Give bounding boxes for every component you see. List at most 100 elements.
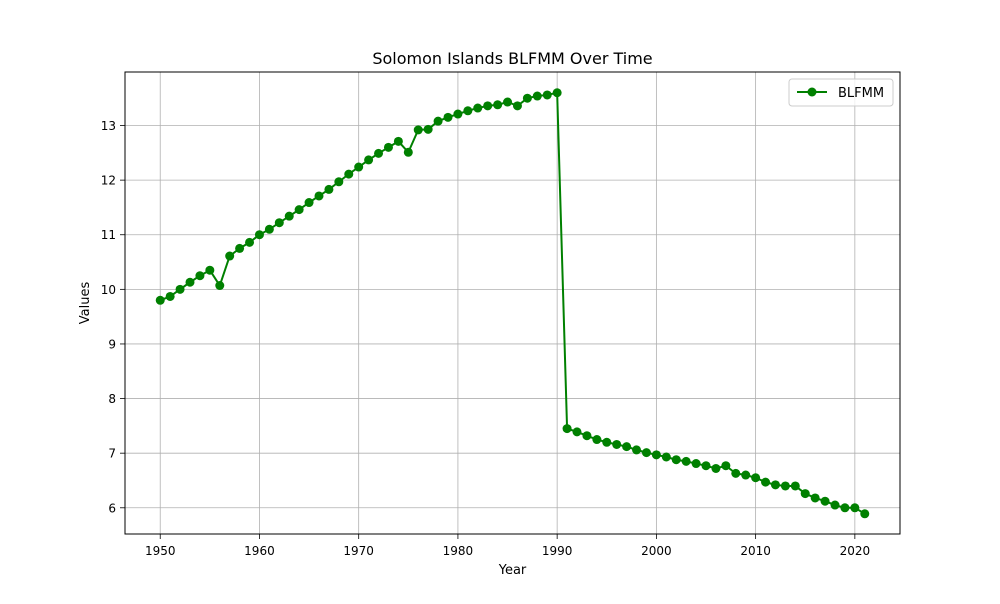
x-tick-label: 2010	[740, 544, 771, 558]
data-point	[185, 277, 195, 287]
data-point	[532, 91, 542, 101]
data-point	[820, 496, 830, 506]
data-point	[334, 177, 344, 187]
data-point	[165, 291, 175, 301]
y-tick-label: 6	[108, 501, 116, 515]
y-tick-label: 10	[101, 283, 116, 297]
x-tick-label: 1950	[145, 544, 176, 558]
data-point	[413, 125, 423, 135]
legend: BLFMM	[788, 78, 894, 107]
data-point	[512, 101, 522, 111]
data-point	[780, 481, 790, 491]
data-point	[314, 191, 324, 201]
data-point	[433, 116, 443, 126]
plot-area-frame	[124, 71, 901, 535]
y-tick-label: 8	[108, 392, 116, 406]
legend-label: BLFMM	[838, 86, 884, 101]
x-tick-label: 1990	[542, 544, 573, 558]
data-point	[503, 97, 513, 107]
data-point	[344, 169, 354, 179]
data-point	[383, 142, 393, 152]
data-point	[860, 509, 870, 519]
data-point	[463, 106, 473, 116]
data-point	[671, 455, 681, 465]
data-point	[324, 184, 334, 194]
x-tick-label: 1970	[343, 544, 374, 558]
chart-title: Solomon Islands BLFMM Over Time	[372, 49, 652, 68]
data-point	[711, 463, 721, 473]
data-point	[483, 101, 493, 111]
data-point	[790, 481, 800, 491]
y-tick-label: 11	[101, 228, 116, 242]
data-point	[175, 284, 185, 294]
legend-box	[788, 78, 894, 107]
grid	[125, 72, 900, 534]
y-tick-label: 7	[108, 447, 116, 461]
data-point	[245, 237, 255, 247]
data-point	[225, 251, 235, 261]
data-point	[840, 503, 850, 513]
y-axis-label: Values	[78, 282, 93, 325]
data-point	[602, 437, 612, 447]
data-point	[215, 281, 225, 291]
x-axis-label: Year	[498, 563, 527, 578]
data-point	[522, 93, 532, 103]
data-point	[731, 468, 741, 478]
data-point	[582, 431, 592, 441]
data-point	[830, 500, 840, 510]
data-point	[701, 461, 711, 471]
data-point	[632, 445, 642, 455]
data-point	[810, 493, 820, 503]
data-point	[691, 459, 701, 469]
data-point	[542, 90, 552, 100]
data-point	[552, 88, 562, 98]
y-tick-label: 9	[108, 337, 116, 351]
data-point	[254, 230, 264, 240]
data-point	[661, 452, 671, 462]
data-point	[641, 448, 651, 458]
data-point	[493, 100, 503, 110]
data-point	[443, 112, 453, 122]
x-tick-label: 1980	[443, 544, 474, 558]
data-point	[622, 442, 632, 452]
x-tick-label: 2020	[840, 544, 871, 558]
data-point	[284, 211, 294, 221]
axis-ticks: 1950 1960 1970 1980 1990 2000 2010 2020 6 7 8 9 10 11…	[101, 119, 870, 558]
data-point	[294, 205, 304, 215]
data-point	[205, 265, 215, 275]
y-tick-label: 12	[101, 174, 116, 188]
data-point	[264, 224, 274, 234]
data-point	[572, 427, 582, 437]
data-point	[741, 470, 751, 480]
data-point	[761, 477, 771, 487]
data-point	[195, 271, 205, 281]
data-point	[721, 461, 731, 471]
data-point	[354, 162, 364, 172]
data-point	[800, 489, 810, 499]
legend-marker-sample	[807, 87, 817, 97]
data-point	[473, 103, 483, 113]
data-point	[403, 147, 413, 157]
data-point	[681, 456, 691, 466]
data-point	[423, 124, 433, 134]
data-point	[453, 109, 463, 119]
data-point	[274, 218, 284, 228]
x-tick-label: 1960	[244, 544, 275, 558]
y-tick-label: 13	[101, 119, 116, 133]
data-point	[374, 148, 384, 158]
data-point	[612, 439, 622, 449]
data-point	[155, 295, 165, 305]
data-point	[770, 480, 780, 490]
data-point	[235, 243, 245, 253]
series-layer	[155, 88, 870, 519]
data-point	[304, 198, 314, 208]
data-point	[562, 424, 572, 434]
data-point	[364, 155, 374, 165]
data-point	[850, 503, 860, 513]
data-point	[592, 435, 602, 445]
x-tick-label: 2000	[641, 544, 672, 558]
data-point	[751, 473, 761, 483]
data-point	[651, 450, 661, 460]
